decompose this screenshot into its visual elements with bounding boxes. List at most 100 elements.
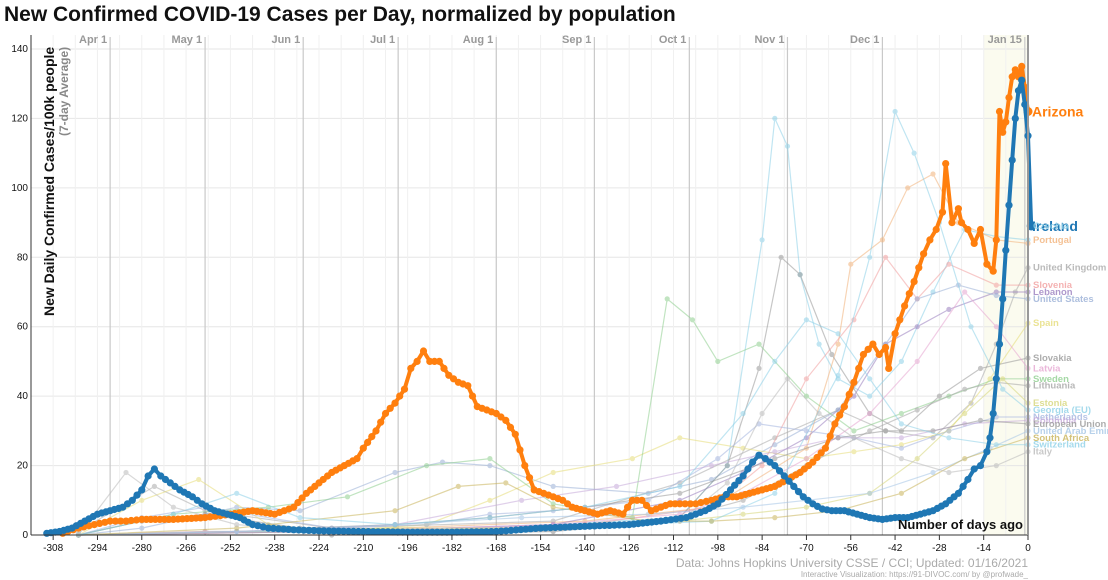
- series-point[interactable]: [487, 463, 493, 469]
- series-point[interactable]: [962, 456, 968, 462]
- series-point[interactable]: [891, 330, 899, 338]
- series-point[interactable]: [440, 364, 448, 372]
- series-point[interactable]: [297, 515, 303, 521]
- series-point[interactable]: [835, 407, 841, 413]
- series-point[interactable]: [487, 497, 493, 503]
- series-point[interactable]: [1002, 246, 1010, 254]
- series-point[interactable]: [1008, 73, 1016, 81]
- series-point[interactable]: [910, 278, 918, 286]
- series-point[interactable]: [170, 511, 176, 517]
- series-point[interactable]: [404, 528, 412, 536]
- series-point[interactable]: [864, 345, 872, 353]
- series-point[interactable]: [455, 483, 461, 489]
- series-point[interactable]: [986, 434, 994, 442]
- series-point[interactable]: [993, 292, 999, 299]
- series-point[interactable]: [731, 481, 739, 489]
- series-point[interactable]: [511, 430, 519, 438]
- series-point[interactable]: [892, 108, 898, 115]
- series-point[interactable]: [677, 435, 683, 441]
- series-point[interactable]: [845, 390, 853, 398]
- series-point[interactable]: [1014, 87, 1023, 95]
- series-point[interactable]: [1018, 62, 1026, 70]
- series-point[interactable]: [133, 491, 141, 499]
- series-point[interactable]: [305, 526, 313, 535]
- series-point[interactable]: [803, 376, 810, 382]
- series-point[interactable]: [708, 518, 715, 524]
- series-point[interactable]: [525, 474, 534, 482]
- series-point[interactable]: [1008, 156, 1016, 164]
- series-point[interactable]: [946, 428, 952, 434]
- series-point[interactable]: [976, 225, 985, 234]
- series-point[interactable]: [196, 476, 202, 483]
- series-point[interactable]: [772, 442, 778, 448]
- series-point[interactable]: [111, 517, 119, 525]
- series-point[interactable]: [821, 444, 830, 452]
- series-point[interactable]: [797, 272, 803, 278]
- series-point[interactable]: [898, 456, 905, 462]
- series-point[interactable]: [905, 185, 911, 191]
- series-point[interactable]: [914, 324, 920, 330]
- series-point[interactable]: [392, 469, 398, 476]
- series-point[interactable]: [724, 463, 730, 469]
- series-point[interactable]: [123, 469, 129, 476]
- series-point[interactable]: [139, 497, 145, 503]
- series-point[interactable]: [970, 239, 978, 247]
- series-point[interactable]: [977, 365, 984, 371]
- series-point[interactable]: [930, 171, 936, 177]
- series-point[interactable]: [624, 503, 632, 511]
- series-point[interactable]: [989, 267, 997, 275]
- series-point[interactable]: [883, 254, 889, 260]
- series-point[interactable]: [999, 128, 1007, 136]
- series-point[interactable]: [643, 501, 651, 510]
- series-point[interactable]: [1018, 76, 1026, 84]
- series-point[interactable]: [926, 236, 934, 244]
- series-point[interactable]: [816, 341, 822, 347]
- series-point[interactable]: [954, 205, 963, 213]
- series-point[interactable]: [885, 364, 893, 372]
- series-point[interactable]: [962, 289, 968, 295]
- series-point[interactable]: [882, 343, 890, 352]
- series-point[interactable]: [816, 410, 822, 417]
- series-point[interactable]: [759, 410, 765, 417]
- series-point[interactable]: [780, 472, 788, 480]
- series-point[interactable]: [122, 517, 130, 525]
- series-point[interactable]: [946, 306, 952, 312]
- series-point[interactable]: [835, 341, 841, 347]
- series-point[interactable]: [859, 350, 868, 359]
- series-point[interactable]: [784, 376, 791, 382]
- series-point[interactable]: [946, 261, 952, 267]
- series-point[interactable]: [835, 372, 841, 378]
- series-point[interactable]: [867, 428, 873, 434]
- series-point[interactable]: [840, 403, 849, 411]
- series-point[interactable]: [516, 446, 524, 454]
- series-point[interactable]: [829, 351, 835, 358]
- series-point[interactable]: [487, 515, 493, 521]
- series-point[interactable]: [686, 500, 695, 508]
- series-point[interactable]: [851, 449, 857, 455]
- series-point[interactable]: [772, 449, 778, 455]
- series-point[interactable]: [117, 517, 125, 525]
- series-point[interactable]: [959, 482, 967, 490]
- series-point[interactable]: [914, 296, 920, 302]
- series-point[interactable]: [992, 375, 1000, 383]
- series-point[interactable]: [664, 296, 670, 302]
- series-point[interactable]: [976, 462, 985, 470]
- series-point[interactable]: [898, 490, 905, 496]
- series-point[interactable]: [396, 392, 404, 400]
- series-point[interactable]: [867, 254, 873, 260]
- series-point[interactable]: [914, 456, 920, 462]
- series-point[interactable]: [423, 528, 431, 536]
- series-point[interactable]: [803, 456, 810, 462]
- series-point[interactable]: [883, 428, 889, 434]
- series-point[interactable]: [550, 483, 556, 489]
- series-point[interactable]: [771, 462, 779, 470]
- series-point[interactable]: [867, 393, 873, 399]
- series-point[interactable]: [740, 504, 746, 510]
- series-point[interactable]: [772, 358, 778, 364]
- series-point[interactable]: [936, 393, 943, 399]
- series-point[interactable]: [424, 463, 430, 469]
- series-point[interactable]: [901, 302, 909, 310]
- series-point[interactable]: [344, 494, 351, 500]
- series-point[interactable]: [867, 410, 873, 417]
- series-point[interactable]: [677, 483, 683, 489]
